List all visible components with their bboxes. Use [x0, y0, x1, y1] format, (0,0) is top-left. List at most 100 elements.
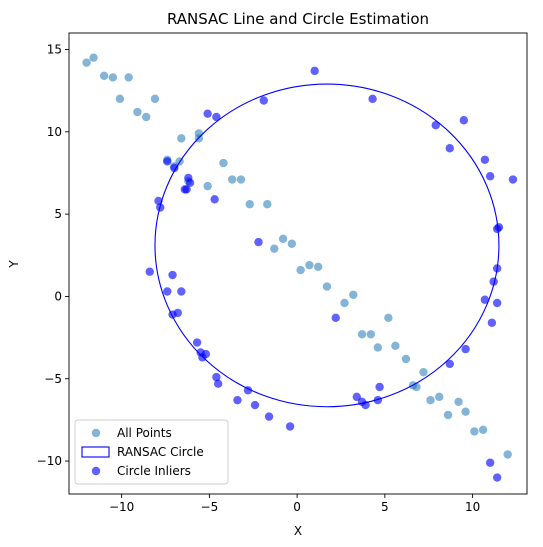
all-points-marker: [391, 341, 400, 351]
circle-inlier-marker: [210, 195, 219, 204]
legend-label: All Points: [117, 426, 172, 440]
circle-inlier-marker: [213, 379, 223, 388]
circle-inlier-marker: [492, 298, 502, 308]
circle-inlier-marker: [198, 353, 207, 362]
all-points-marker: [236, 175, 246, 184]
x-tick-label: 10: [465, 500, 480, 514]
y-tick-label: 0: [54, 289, 62, 303]
circle-inlier-marker: [480, 295, 490, 304]
circle-inlier-marker: [185, 178, 195, 188]
ransac-circle: [154, 83, 500, 408]
all-points-marker: [99, 71, 109, 81]
all-points-marker: [194, 129, 204, 138]
circle-inlier-marker: [250, 400, 260, 410]
circle-inlier-marker: [168, 270, 177, 280]
all-points-marker: [270, 244, 279, 253]
circle-inlier-marker: [352, 392, 361, 402]
all-points-marker: [357, 330, 367, 339]
circle-inlier-marker: [492, 264, 502, 273]
all-points-marker: [82, 58, 91, 67]
all-points-marker: [412, 382, 421, 392]
circle-inlier-marker: [494, 223, 504, 232]
y-tick-label: 10: [47, 125, 62, 139]
circle-inlier-marker: [264, 412, 274, 421]
y-tick-label: 5: [54, 207, 62, 221]
legend-circle-patch: [81, 446, 110, 458]
all-points-marker: [349, 290, 358, 299]
circle-inlier-marker: [212, 112, 221, 122]
all-points-marker: [245, 200, 254, 209]
circle-inlier-marker: [154, 196, 163, 206]
circle-inlier-marker: [233, 395, 242, 405]
circle-inlier-marker: [163, 287, 172, 296]
all-points-marker: [150, 94, 160, 104]
all-points-marker: [124, 73, 133, 82]
all-points-marker: [115, 94, 125, 104]
circle-inlier-marker: [431, 121, 440, 130]
circle-inlier-marker: [243, 386, 253, 395]
all-points-marker: [89, 53, 98, 62]
legend-label: Circle Inliers: [117, 464, 191, 478]
x-axis-label: X: [294, 524, 302, 538]
all-points-marker: [228, 175, 237, 184]
all-points-marker: [401, 354, 411, 364]
legend-label: RANSAC Circle: [117, 445, 204, 459]
circle-inlier-marker: [168, 310, 177, 319]
all-points-marker: [454, 397, 463, 406]
y-tick-label: 15: [47, 42, 62, 56]
circle-inlier-marker: [331, 313, 340, 323]
axes-frame: [68, 32, 528, 495]
circle-inlier-marker: [368, 94, 377, 104]
all-points-marker: [503, 450, 512, 459]
circle-inlier-marker: [182, 185, 191, 194]
circle-inlier-marker: [487, 318, 497, 327]
x-tick-label: 5: [381, 500, 389, 514]
circle-inlier-marker: [361, 400, 370, 410]
legend-box: [74, 419, 229, 485]
x-tick-label: −10: [109, 500, 134, 514]
all-points-marker: [373, 343, 383, 352]
x-tick-label: 0: [293, 500, 301, 514]
all-points-marker: [340, 298, 349, 308]
all-points-marker: [322, 282, 332, 291]
circle-inlier-marker: [170, 163, 179, 173]
x-tick-label: −5: [201, 500, 219, 514]
all-points-marker: [177, 134, 186, 143]
chart-title: RANSAC Line and Circle Estimation: [167, 10, 429, 28]
y-tick-label: −10: [37, 454, 62, 468]
circle-inlier-marker: [259, 96, 268, 105]
plot-area: [82, 53, 518, 482]
circle-inlier-marker: [508, 175, 518, 184]
all-points-marker: [461, 407, 470, 416]
all-points-marker: [435, 392, 444, 402]
circle-inlier-marker: [461, 344, 470, 354]
legend-inliers-marker: [91, 466, 101, 476]
circle-inlier-marker: [459, 116, 469, 125]
circle-inlier-marker: [373, 395, 383, 405]
circle-inlier-marker: [445, 144, 454, 153]
all-points-marker: [287, 239, 297, 248]
all-points-marker: [133, 107, 142, 117]
all-points-marker: [296, 265, 305, 275]
y-axis-label: Y: [7, 260, 21, 269]
circle-inlier-marker: [285, 422, 295, 431]
circle-inlier-marker: [492, 473, 502, 482]
all-points-marker: [443, 410, 453, 420]
circle-inlier-marker: [485, 458, 495, 467]
circle-inlier-marker: [163, 157, 172, 166]
all-points-marker: [142, 112, 151, 122]
all-points-marker: [478, 425, 488, 434]
all-points-marker: [313, 262, 323, 271]
all-points-marker: [219, 158, 228, 168]
all-points-marker: [278, 234, 288, 243]
circle-inlier-marker: [480, 155, 490, 164]
circle-inlier-marker: [145, 267, 154, 276]
legend-all-points-marker: [91, 428, 101, 438]
circle-inlier-marker: [254, 237, 263, 247]
circle-inlier-marker: [156, 203, 165, 212]
circle-inlier-marker: [310, 66, 319, 76]
all-points-marker: [470, 427, 479, 436]
legend: All Points RANSAC Circle Circle Inliers: [74, 419, 229, 485]
plot-content: [82, 53, 518, 482]
y-tick-label: −5: [44, 372, 62, 386]
